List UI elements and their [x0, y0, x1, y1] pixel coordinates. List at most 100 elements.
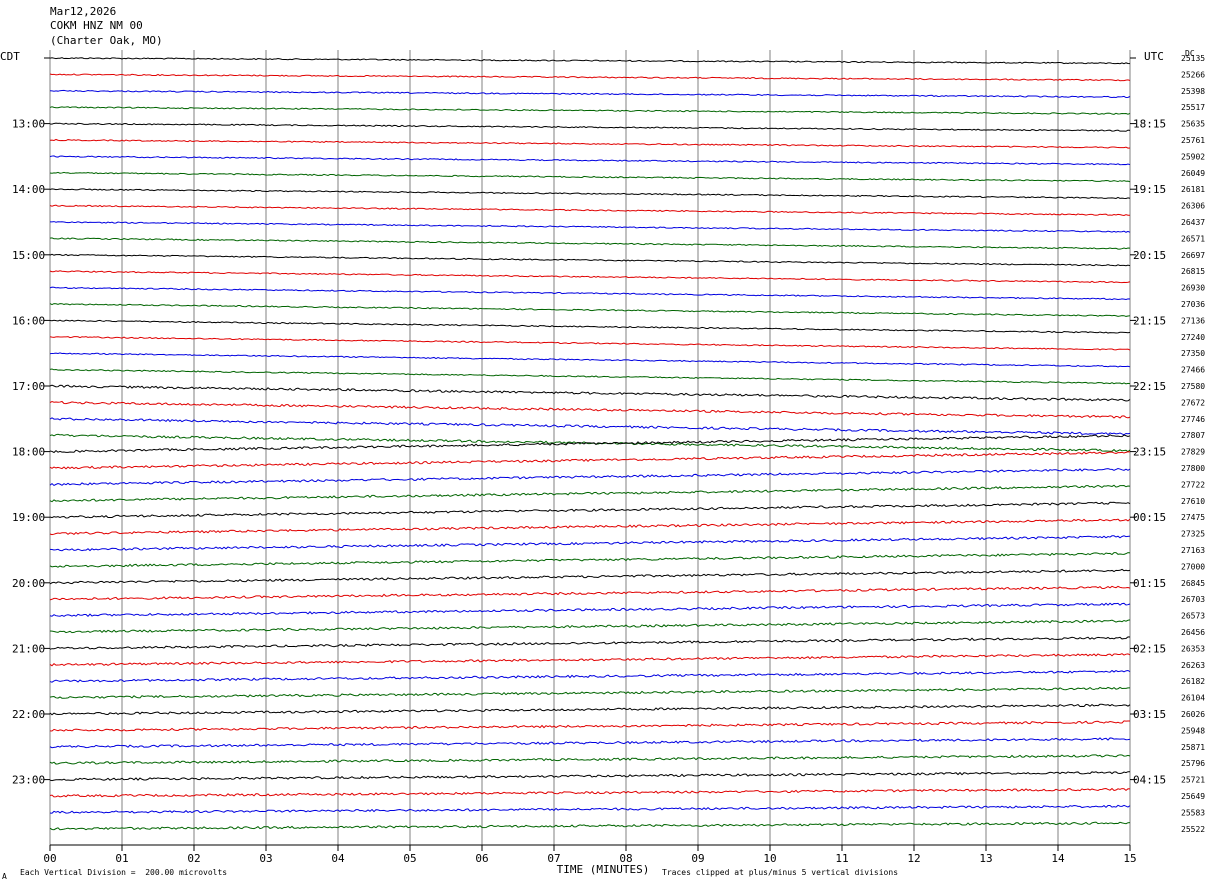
dc-offset-label: 25649 — [1181, 792, 1205, 801]
trace-line — [49, 155, 1131, 166]
x-tick-label: 00 — [43, 852, 56, 865]
dc-offset-label: 26263 — [1181, 661, 1205, 670]
dc-offset-label: 27350 — [1181, 349, 1205, 358]
trace-line — [49, 686, 1131, 699]
dc-offset-label: 27000 — [1181, 562, 1205, 571]
dc-offset-label: 26845 — [1181, 579, 1205, 588]
left-hour-label: 19:00 — [12, 511, 45, 524]
trace-line — [49, 352, 1131, 368]
x-tick-label: 01 — [115, 852, 128, 865]
right-hour-label: 04:15 — [1133, 774, 1166, 787]
trace-line — [49, 253, 1131, 267]
dc-offset-label: 27475 — [1181, 513, 1205, 522]
dc-offset-label: 27466 — [1181, 366, 1205, 375]
x-axis-label: TIME (MINUTES) — [557, 863, 650, 876]
trace-line — [49, 204, 1131, 216]
x-tick-label: 15 — [1123, 852, 1136, 865]
left-hour-label: 23:00 — [12, 774, 45, 787]
x-tick-label: 03 — [259, 852, 272, 865]
right-hour-label: 23:15 — [1133, 446, 1166, 459]
dc-offset-label: 26182 — [1181, 677, 1205, 686]
trace-line — [49, 501, 1131, 519]
trace-line — [49, 237, 1131, 250]
dc-offset-label: 26573 — [1181, 612, 1205, 621]
dc-offset-label: 25135 — [1181, 54, 1205, 63]
dc-offset-label: 26049 — [1181, 169, 1205, 178]
trace-line — [49, 636, 1131, 650]
dc-offset-label: 26456 — [1181, 628, 1205, 637]
trace-line — [49, 484, 1131, 503]
dc-offset-label: 25635 — [1181, 120, 1205, 129]
trace-line — [49, 122, 1131, 132]
dc-offset-label: 25522 — [1181, 825, 1205, 834]
trace-line — [49, 221, 1131, 233]
right-timezone-label: UTC — [1144, 50, 1164, 63]
trace-line — [49, 57, 1131, 65]
trace-line — [49, 188, 1131, 200]
left-hour-label: 15:00 — [12, 249, 45, 262]
x-tick-label: 14 — [1051, 852, 1065, 865]
left-hour-label: 18:00 — [12, 446, 45, 459]
trace-line — [49, 270, 1131, 284]
right-hour-label: 18:15 — [1133, 118, 1166, 131]
dc-offset-label: 26353 — [1181, 644, 1205, 653]
dc-offset-label: 25948 — [1181, 726, 1205, 735]
dc-offset-label: 26104 — [1181, 694, 1205, 703]
dc-offset-label: 26930 — [1181, 284, 1205, 293]
trace-line — [49, 653, 1131, 667]
date-label: Mar12,2026 — [50, 5, 117, 18]
trace-line — [49, 89, 1131, 99]
right-hour-label: 19:15 — [1133, 183, 1166, 196]
x-tick-label: 10 — [763, 852, 776, 865]
trace-line — [49, 286, 1131, 301]
left-hour-label: 20:00 — [12, 577, 45, 590]
dc-offset-label: 25902 — [1181, 152, 1205, 161]
x-tick-label: 13 — [979, 852, 992, 865]
dc-offset-label: 27800 — [1181, 464, 1205, 473]
dc-offset-label: 27163 — [1181, 546, 1205, 555]
dc-offset-label: 27580 — [1181, 382, 1205, 391]
left-hour-label: 16:00 — [12, 314, 45, 327]
dc-offset-label: 25796 — [1181, 759, 1205, 768]
dc-offset-label: 25871 — [1181, 743, 1205, 752]
x-tick-label: 09 — [691, 852, 704, 865]
dc-offset-label: 27672 — [1181, 398, 1205, 407]
dc-offset-label: 27807 — [1181, 431, 1205, 440]
trace-line — [49, 518, 1131, 536]
dc-offset-label: 26026 — [1181, 710, 1205, 719]
trace-line — [49, 106, 1131, 115]
trace-line — [49, 737, 1131, 749]
dc-offset-label: 26697 — [1181, 251, 1205, 260]
left-hour-label: 13:00 — [12, 118, 45, 131]
dc-offset-label: 26306 — [1181, 202, 1205, 211]
left-hour-label: 14:00 — [12, 183, 45, 196]
trace-line — [49, 535, 1131, 552]
dc-offset-label: 27036 — [1181, 300, 1205, 309]
x-tick-label: 11 — [835, 852, 848, 865]
x-tick-label: 04 — [331, 852, 345, 865]
right-hour-label: 21:15 — [1133, 314, 1166, 327]
dc-label: DC — [1185, 49, 1195, 58]
trace-line — [49, 787, 1131, 798]
station-label: COKM HNZ NM 00 — [50, 19, 143, 32]
x-tick-label: 05 — [403, 852, 416, 865]
trace-line — [49, 368, 1131, 385]
trace-line — [49, 384, 1131, 402]
dc-offset-label: 26437 — [1181, 218, 1205, 227]
right-hour-label: 22:15 — [1133, 380, 1166, 393]
trace-line — [49, 720, 1131, 732]
dc-offset-label: 26815 — [1181, 267, 1205, 276]
trace-line — [49, 451, 1131, 470]
dc-offset-label: 27240 — [1181, 333, 1205, 342]
trace-line — [49, 619, 1131, 634]
trace-line — [49, 754, 1131, 765]
trace-line — [49, 468, 1131, 487]
trace-line — [49, 804, 1131, 814]
trace-line — [49, 821, 1131, 831]
dc-offset-label: 25721 — [1181, 776, 1205, 785]
trace-line — [49, 771, 1131, 782]
left-hour-label: 22:00 — [12, 708, 45, 721]
right-hour-label: 01:15 — [1133, 577, 1166, 590]
dc-offset-label: 26181 — [1181, 185, 1205, 194]
dc-offset-label: 27746 — [1181, 415, 1205, 424]
